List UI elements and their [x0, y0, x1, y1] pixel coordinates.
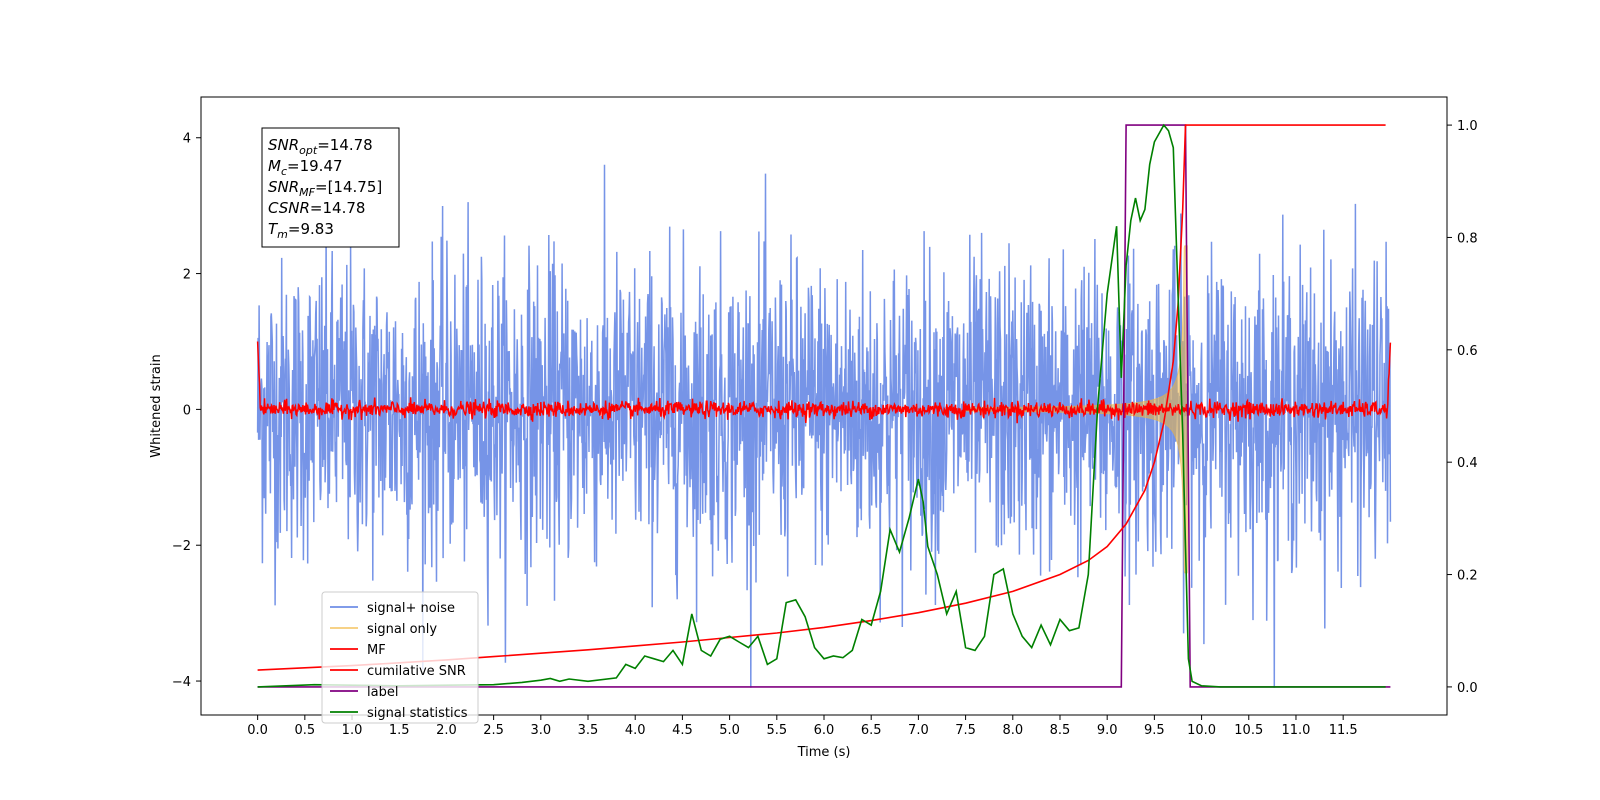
x-tick-label: 1.0 — [342, 723, 363, 738]
y2-tick-label: 0.6 — [1457, 344, 1478, 359]
annotation-line: Mc=19.47 — [268, 157, 343, 178]
y2-tick-label: 0.2 — [1457, 569, 1478, 584]
x-tick-label: 7.0 — [908, 723, 929, 738]
y-tick-label: −2 — [172, 539, 191, 554]
x-tick-label: 0.0 — [247, 723, 268, 738]
legend-label: signal statistics — [367, 706, 468, 721]
x-tick-label: 3.5 — [578, 723, 599, 738]
annotation-line: SNRMF=[14.75] — [268, 178, 382, 199]
signal-plus-noise-series — [256, 164, 1392, 688]
y-tick-label: 2 — [183, 268, 191, 283]
x-tick-label: 10.5 — [1234, 723, 1263, 738]
annotation-line: Tm=9.83 — [268, 220, 334, 241]
x-tick-label: 11.0 — [1281, 723, 1310, 738]
x-tick-label: 5.0 — [719, 723, 740, 738]
y-tick-label: 4 — [183, 132, 191, 147]
x-tick-label: 8.0 — [1002, 723, 1023, 738]
x-tick-label: 9.0 — [1097, 723, 1118, 738]
y2-tick-label: 0.8 — [1457, 231, 1478, 246]
signal-plus-noise-line — [256, 164, 1392, 688]
x-tick-label: 4.5 — [672, 723, 693, 738]
x-tick-label: 0.5 — [294, 723, 315, 738]
y-axis-label: Whitened strain — [149, 354, 164, 457]
legend: signal+ noise signal only MF cumilative SNR… — [321, 591, 479, 724]
signal-statistics-series — [257, 123, 1386, 688]
annotation-box: SNRopt=14.78Mc=19.47SNRMF=[14.75]CSNR=14… — [261, 127, 400, 248]
mf-series — [256, 341, 1392, 424]
cumulative-snr-series — [257, 124, 1386, 671]
x-tick-label: 6.5 — [861, 723, 882, 738]
x-tick-label: 6.0 — [814, 723, 835, 738]
annotation-line: SNRopt=14.78 — [268, 136, 373, 157]
x-tick-label: 1.5 — [389, 723, 410, 738]
y2-tick-label: 1.0 — [1457, 119, 1478, 134]
y-axis-right: 1.0 0.8 0.6 0.4 0.2 0.0 — [1447, 119, 1478, 696]
y2-tick-label: 0.0 — [1457, 681, 1478, 696]
mf-line — [256, 341, 1392, 424]
x-axis: 0.0 0.5 1.0 1.5 2.0 2.5 3.0 3.5 4.0 4.5 5.0 5.5 6.0 6… — [247, 715, 1358, 738]
x-tick-label: 10.0 — [1187, 723, 1216, 738]
x-tick-label: 2.0 — [436, 723, 457, 738]
x-tick-label: 3.0 — [530, 723, 551, 738]
x-tick-label: 7.5 — [955, 723, 976, 738]
legend-label: MF — [367, 643, 386, 658]
x-tick-label: 8.5 — [1050, 723, 1071, 738]
y-tick-label: −4 — [172, 675, 191, 690]
x-tick-label: 5.5 — [766, 723, 787, 738]
x-tick-label: 9.5 — [1144, 723, 1165, 738]
cumulative-snr-line — [257, 124, 1386, 671]
legend-label: cumilative SNR — [367, 664, 466, 679]
x-tick-label: 11.5 — [1329, 723, 1358, 738]
legend-label: label — [367, 685, 398, 700]
legend-label: signal only — [367, 622, 437, 637]
y2-tick-label: 0.4 — [1457, 456, 1478, 471]
signal-statistics-line — [257, 123, 1386, 688]
y-tick-label: 0 — [183, 403, 191, 418]
x-tick-label: 2.5 — [483, 723, 504, 738]
y-axis-left: 4 2 0 −2 −4 — [172, 132, 201, 690]
x-axis-label: Time (s) — [797, 745, 851, 760]
x-tick-label: 4.0 — [625, 723, 646, 738]
annotation-line: CSNR=14.78 — [268, 199, 365, 217]
legend-label: signal+ noise — [367, 601, 455, 616]
